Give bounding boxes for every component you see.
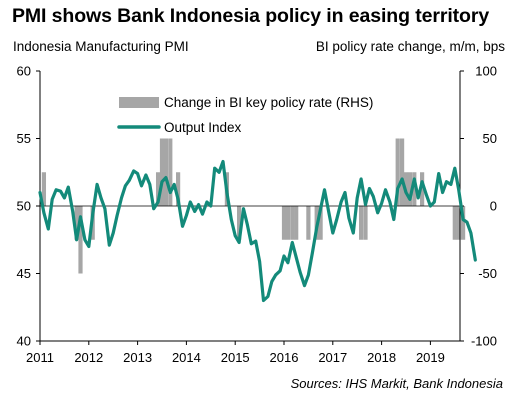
policy-rate-bar (318, 206, 323, 240)
output-index-line (38, 159, 477, 303)
chart-legend: Change in BI key policy rate (RHS) Output… (117, 95, 373, 135)
policy-rate-bar (281, 206, 287, 240)
policy-rate-bar (363, 206, 368, 240)
policy-rate-bar (294, 206, 299, 240)
x-tick-label: 2014 (172, 350, 201, 365)
right-tick-label: 0 (490, 199, 497, 214)
policy-rate-bar (285, 206, 291, 240)
chart-axes: 40 45 50 55 60 -100 -50 0 50 100 2011 2012 2013 2014 2… (17, 64, 497, 366)
output-index-line-group (38, 159, 477, 303)
policy-rate-bar (412, 172, 417, 206)
x-tick-label: 2019 (416, 350, 445, 365)
x-tick-label: 2012 (74, 350, 103, 365)
legend-swatch-bars (119, 97, 159, 108)
right-tick-label: 50 (483, 131, 497, 146)
policy-rate-bar (460, 206, 466, 240)
policy-rate-bar (420, 172, 425, 206)
policy-rate-bar (176, 172, 181, 206)
right-tick-label: -50 (478, 266, 497, 281)
x-tick-label: 2016 (270, 350, 299, 365)
x-tick-label: 2017 (318, 350, 347, 365)
x-tick-label: 2015 (221, 350, 250, 365)
policy-rate-bar (74, 206, 79, 240)
left-tick-label: 60 (17, 64, 31, 79)
left-tick-label: 50 (17, 199, 31, 214)
legend-label-bars: Change in BI key policy rate (RHS) (164, 95, 373, 110)
legend-label-line: Output Index (164, 120, 242, 135)
policy-rate-bar (41, 172, 47, 206)
policy-rate-bar (237, 206, 242, 240)
x-tick-label: 2013 (123, 350, 152, 365)
x-tick-label: 2018 (367, 350, 396, 365)
policy-rate-bar (78, 206, 83, 274)
left-tick-label: 40 (17, 334, 31, 349)
policy-rate-bar (452, 206, 457, 240)
chart-title: PMI shows Bank Indonesia policy in easin… (12, 5, 490, 27)
policy-rate-bar (456, 206, 461, 240)
left-tick-label: 45 (17, 266, 31, 281)
policy-rate-bar (306, 206, 311, 240)
policy-rate-bar (168, 138, 173, 206)
policy-rate-bar (155, 172, 161, 206)
right-tick-label: -100 (471, 334, 497, 349)
right-tick-label: 100 (475, 64, 497, 79)
policy-rate-bar (407, 172, 413, 206)
policy-rate-bar (399, 138, 405, 206)
policy-rate-bar (290, 206, 295, 240)
policy-rate-bar (159, 138, 165, 206)
policy-rate-bar (395, 138, 400, 206)
left-axis-title: Indonesia Manufacturing PMI (13, 39, 189, 54)
x-tick-label: 2011 (26, 350, 54, 365)
source-note: Sources: IHS Markit, Bank Indonesia (290, 376, 503, 391)
left-tick-label: 55 (17, 131, 31, 146)
policy-rate-bar (163, 138, 169, 206)
policy-rate-bar (359, 206, 364, 240)
right-axis-title: BI policy rate change, m/m, bps (315, 39, 505, 54)
